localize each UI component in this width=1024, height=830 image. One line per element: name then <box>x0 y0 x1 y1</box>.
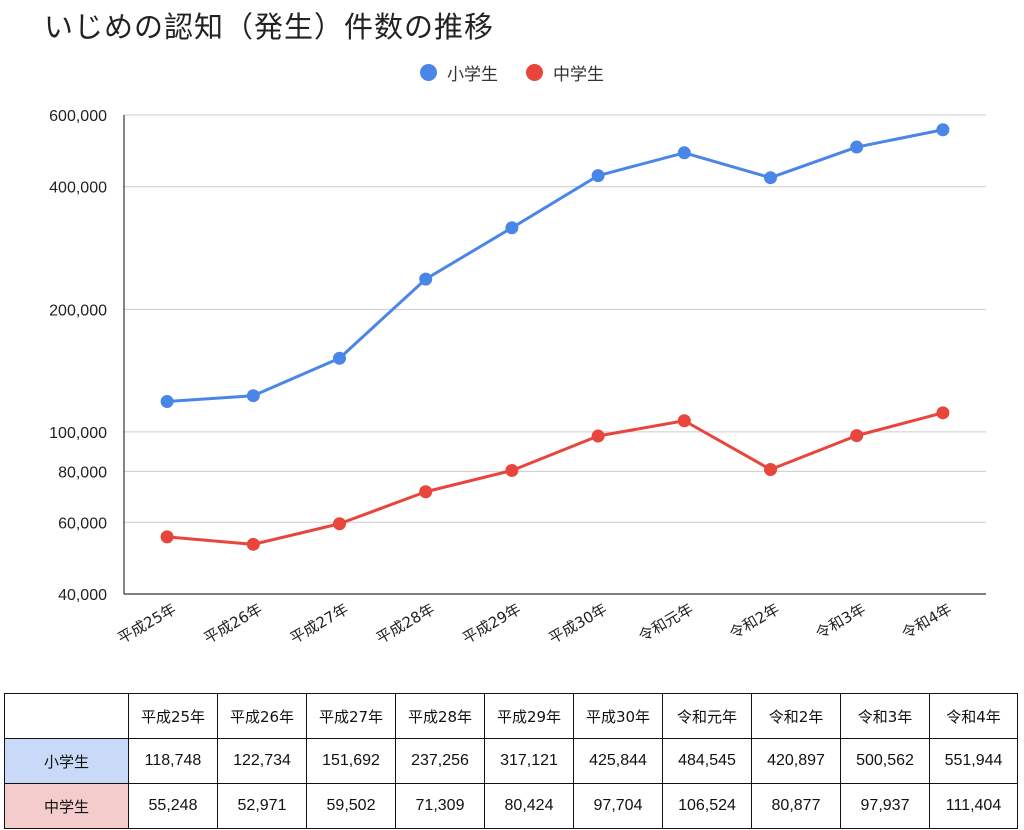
data-point-junior-high <box>936 406 950 420</box>
x-tick-label: 平成25年 <box>115 600 180 648</box>
line-chart: 40,000 60,000 80,000 100,000 200,000 400,000 6… <box>49 108 986 648</box>
y-tick-label: 80,000 <box>58 464 107 481</box>
data-point-elementary <box>333 351 346 365</box>
x-tick-label: 令和元年 <box>635 600 696 646</box>
table-cell: 118,748 <box>128 738 218 784</box>
y-tick-label: 400,000 <box>49 180 107 197</box>
table-corner-cell <box>4 693 129 739</box>
y-tick-label: 600,000 <box>49 108 107 125</box>
data-point-junior-high <box>160 530 174 544</box>
data-point-junior-high <box>850 429 864 443</box>
data-point-junior-high <box>505 463 519 477</box>
table-header-cell: 平成26年 <box>217 693 307 739</box>
data-point-elementary <box>505 221 519 235</box>
table-cell: 551,944 <box>929 738 1018 784</box>
table-cell: 237,256 <box>395 738 485 784</box>
table-cell: 151,692 <box>306 738 396 784</box>
x-tick-label: 令和3年 <box>812 600 868 643</box>
x-tick-label: 平成26年 <box>201 600 266 648</box>
legend-dot-junior-high <box>526 64 543 81</box>
table-header-cell: 平成29年 <box>484 693 574 739</box>
table-cell: 55,248 <box>128 783 218 829</box>
data-point-junior-high <box>419 485 433 499</box>
data-point-elementary <box>591 169 605 183</box>
table-header-cell: 平成27年 <box>306 693 396 739</box>
y-tick-label: 100,000 <box>49 425 107 442</box>
x-tick-label: 平成27年 <box>287 600 352 648</box>
table-header-cell: 令和元年 <box>662 693 752 739</box>
data-point-junior-high <box>764 462 777 476</box>
table-cell: 500,562 <box>840 738 930 784</box>
data-point-elementary <box>160 395 174 409</box>
data-point-junior-high <box>591 429 605 443</box>
table-cell: 484,545 <box>662 738 752 784</box>
table-cell: 317,121 <box>484 738 574 784</box>
table-cell: 97,937 <box>840 783 930 829</box>
chart-title: いじめの認知（発生）件数の推移 <box>44 10 495 44</box>
table-cell: 106,524 <box>662 783 752 829</box>
table-cell: 59,502 <box>306 783 396 829</box>
data-point-junior-high <box>246 537 260 551</box>
table-cell: 80,877 <box>751 783 841 829</box>
data-point-elementary <box>850 140 864 154</box>
x-tick-label: 令和4年 <box>899 600 955 643</box>
table-row-junior-high: 中学生 55,248 52,971 59,502 71,309 80,424 9… <box>4 783 1018 829</box>
x-tick-label: 平成28年 <box>373 600 438 648</box>
table-header-cell: 平成28年 <box>395 693 485 739</box>
legend-label-elementary: 小学生 <box>447 65 498 85</box>
y-tick-label: 60,000 <box>58 515 107 532</box>
table-row-label: 中学生 <box>4 783 129 829</box>
data-point-elementary <box>764 171 777 185</box>
data-point-elementary <box>419 272 433 286</box>
table-header-cell: 令和3年 <box>840 693 930 739</box>
table-row-label: 小学生 <box>4 738 129 784</box>
table-cell: 71,309 <box>395 783 485 829</box>
data-point-elementary <box>246 389 260 403</box>
data-point-junior-high <box>333 517 346 531</box>
legend-item-elementary: 小学生 <box>420 60 498 85</box>
table-cell: 52,971 <box>217 783 307 829</box>
y-tick-label: 200,000 <box>49 302 107 319</box>
y-tick-label: 40,000 <box>58 587 107 604</box>
table-cell: 97,704 <box>573 783 663 829</box>
legend-label-junior-high: 中学生 <box>553 65 604 85</box>
legend-dot-elementary <box>420 64 437 81</box>
data-point-elementary <box>936 123 950 137</box>
x-tick-label: 平成29年 <box>459 600 524 648</box>
table-cell: 420,897 <box>751 738 841 784</box>
data-point-elementary <box>677 146 691 160</box>
table-cell: 111,404 <box>929 783 1018 829</box>
x-tick-label: 平成30年 <box>546 600 611 648</box>
data-table: 平成25年 平成26年 平成27年 平成28年 平成29年 平成30年 令和元年… <box>4 693 1018 829</box>
table-header-row: 平成25年 平成26年 平成27年 平成28年 平成29年 平成30年 令和元年… <box>4 693 1018 739</box>
x-tick-label: 令和2年 <box>726 600 782 643</box>
table-header-cell: 平成25年 <box>128 693 218 739</box>
series-line-junior-high <box>166 411 944 546</box>
table-header-cell: 平成30年 <box>573 693 663 739</box>
table-cell: 425,844 <box>573 738 663 784</box>
table-row-elementary: 小学生 118,748 122,734 151,692 237,256 317,… <box>4 738 1018 784</box>
series-line-elementary <box>166 128 944 404</box>
data-point-junior-high <box>677 414 691 428</box>
legend: 小学生 中学生 <box>0 60 1024 85</box>
table-header-cell: 令和2年 <box>751 693 841 739</box>
table-header-cell: 令和4年 <box>929 693 1018 739</box>
legend-item-junior-high: 中学生 <box>526 60 604 85</box>
table-cell: 122,734 <box>217 738 307 784</box>
table-cell: 80,424 <box>484 783 574 829</box>
